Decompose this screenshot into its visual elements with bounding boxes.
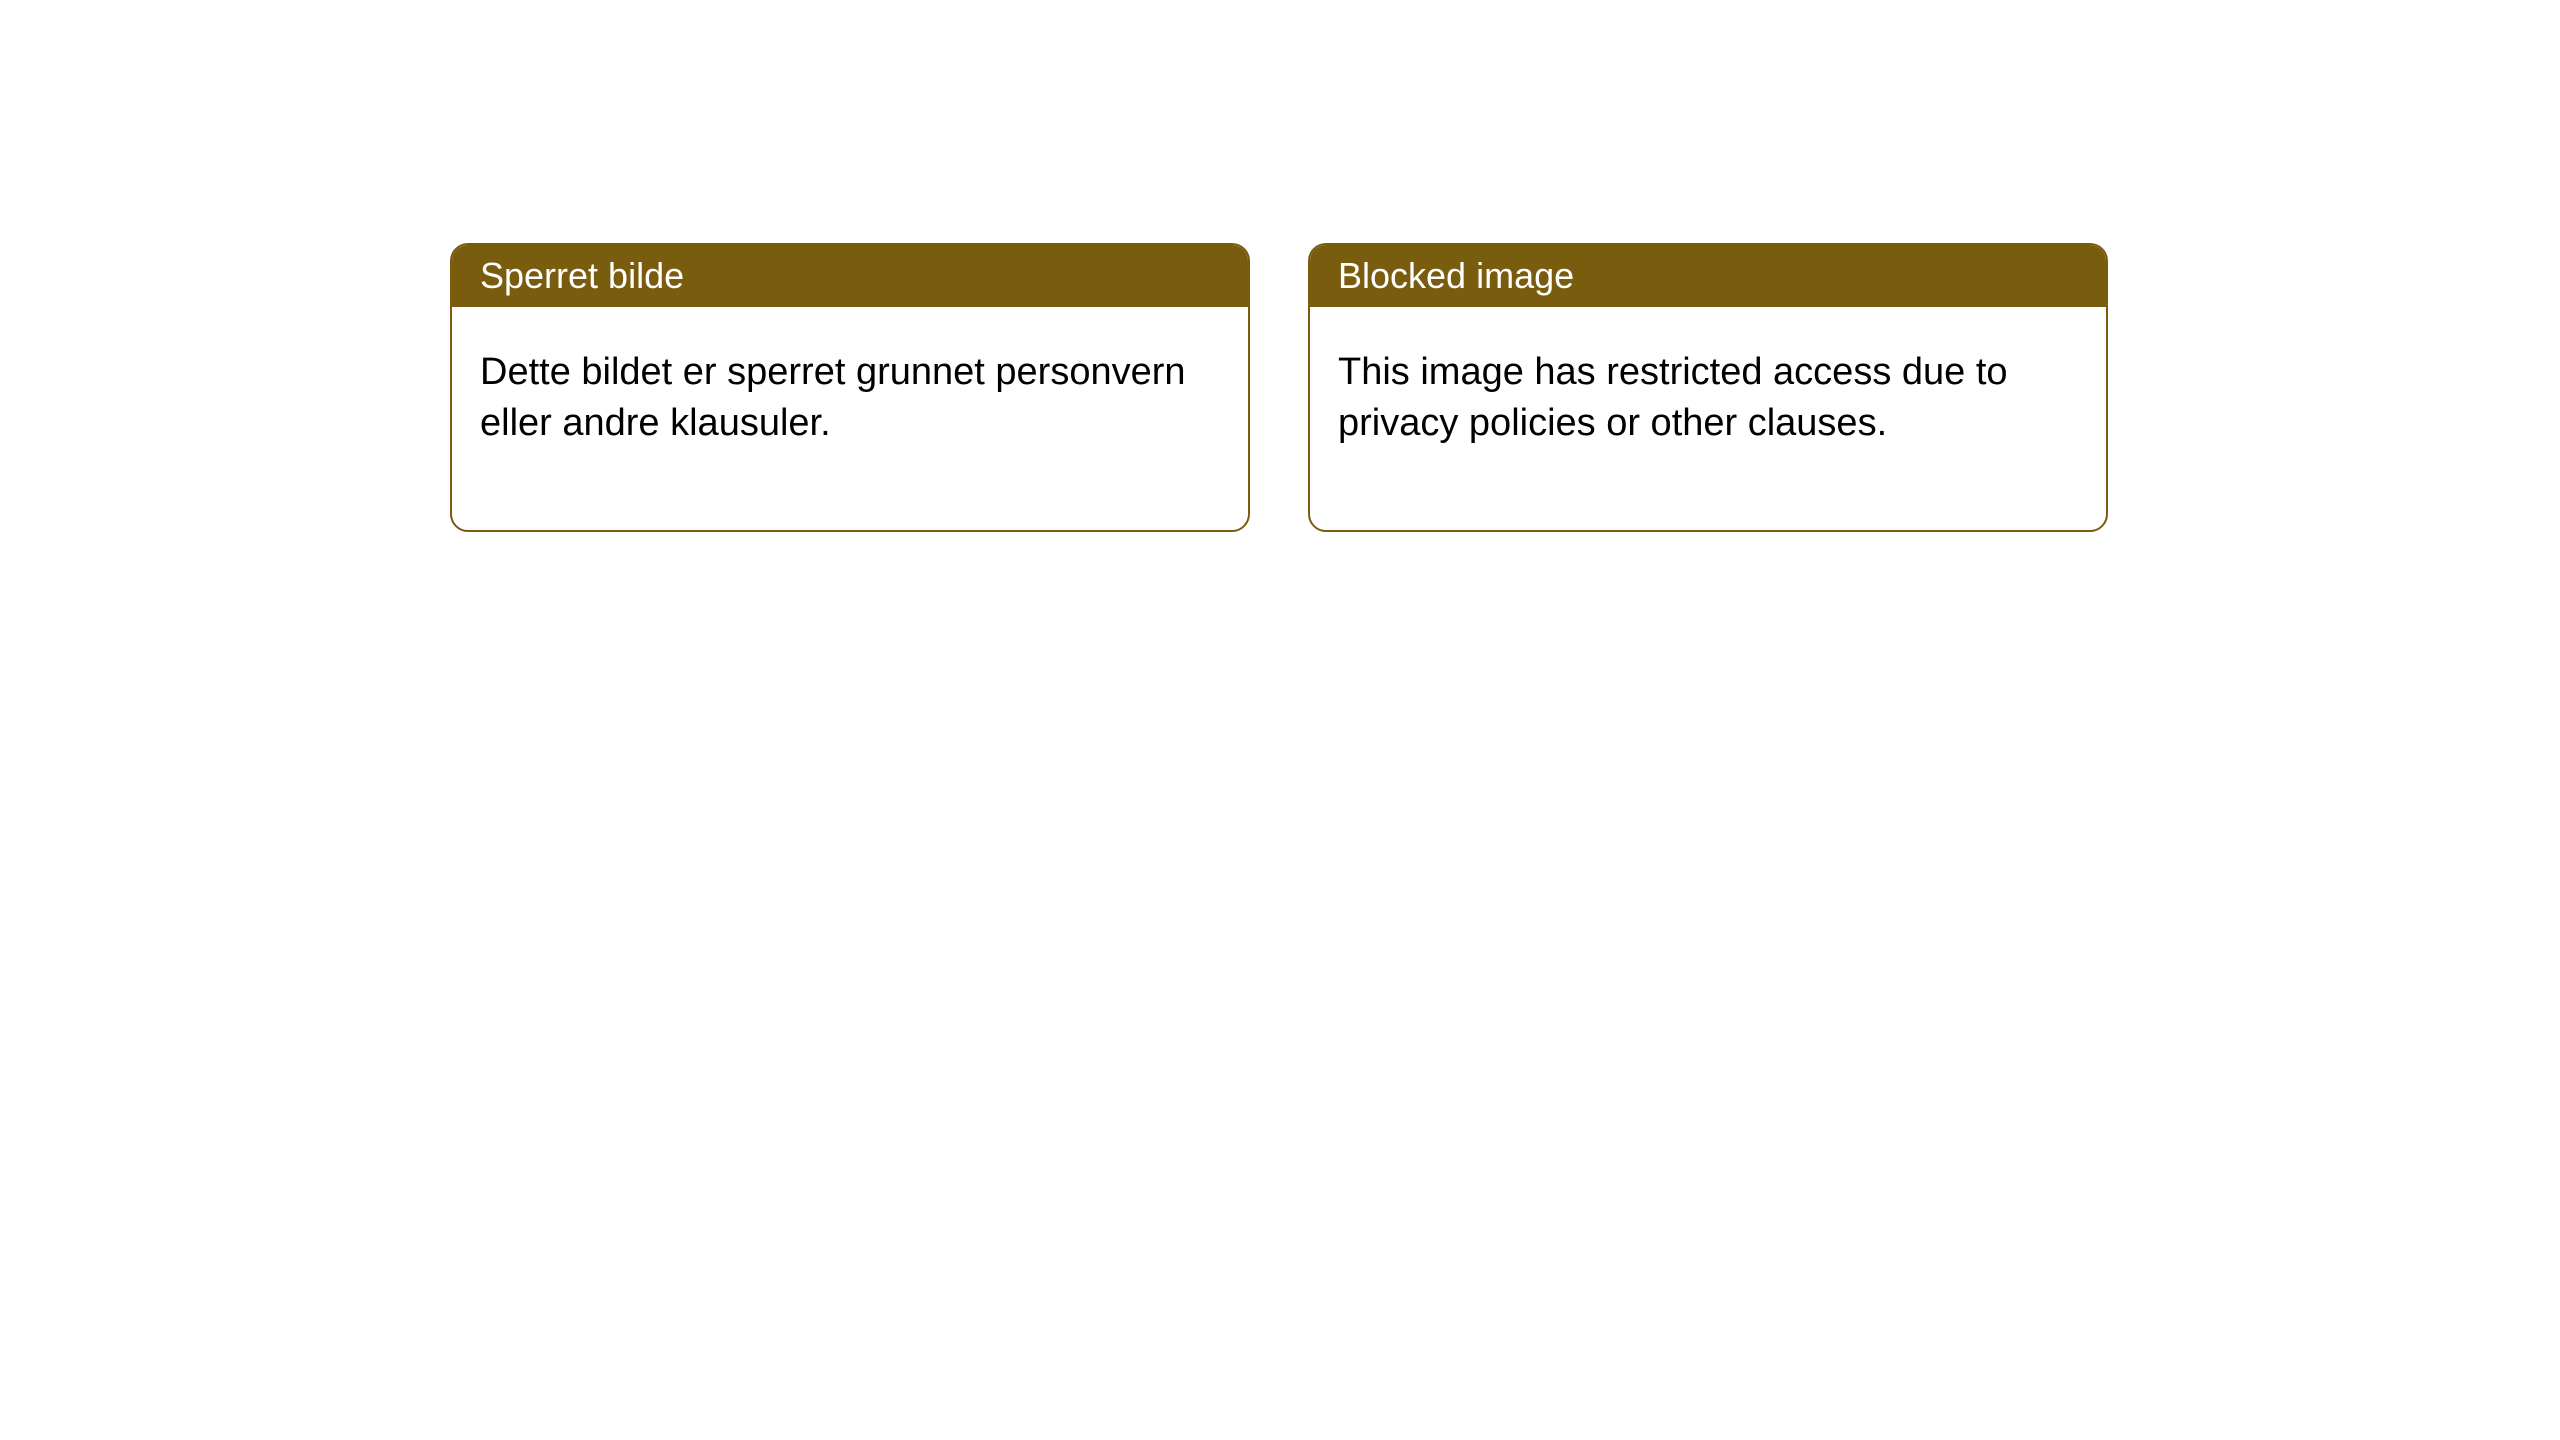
card-title: Blocked image [1338, 255, 1574, 296]
card-body: Dette bildet er sperret grunnet personve… [452, 307, 1248, 530]
card-message: Dette bildet er sperret grunnet personve… [480, 351, 1186, 444]
card-header: Blocked image [1310, 245, 2106, 307]
notice-card-english: Blocked image This image has restricted … [1308, 243, 2108, 532]
card-title: Sperret bilde [480, 255, 684, 296]
card-message: This image has restricted access due to … [1338, 351, 2008, 444]
card-header: Sperret bilde [452, 245, 1248, 307]
notice-card-norwegian: Sperret bilde Dette bildet er sperret gr… [450, 243, 1250, 532]
card-body: This image has restricted access due to … [1310, 307, 2106, 530]
notice-cards-container: Sperret bilde Dette bildet er sperret gr… [450, 243, 2108, 532]
